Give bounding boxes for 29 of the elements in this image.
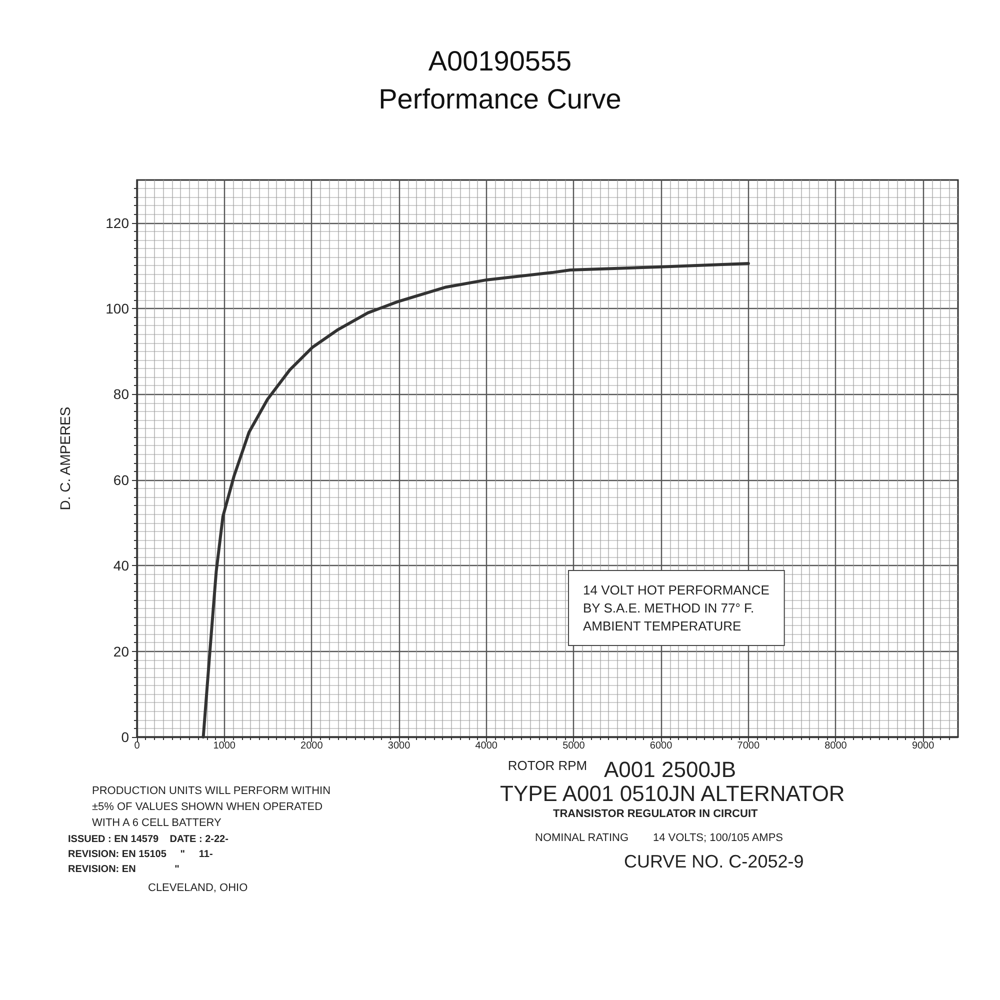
text: ISSUED : EN 14579 DATE : 2-22- REVISION: EN 15105 " 11- REVISION: EN " — [68, 834, 228, 875]
x-tick-label: 0 — [134, 740, 140, 752]
x-tick-label: 7000 — [737, 740, 760, 752]
chart-subtitle: Performance Curve — [378, 84, 622, 114]
text: PRODUCTION UNITS WILL PERFORM WITHIN ±5% OF VALUES SHOWN WHEN OPERATED WITH A 6 CELL BATTERY — [92, 785, 331, 829]
x-tick-label: 4000 — [475, 740, 498, 752]
y-tick-label: 20 — [113, 643, 130, 660]
chart-title: A00190555 — [428, 46, 572, 76]
text: A001 2500JB — [604, 757, 736, 782]
y-tick-label: 80 — [113, 386, 130, 402]
x-tick-label: 3000 — [388, 740, 411, 752]
y-axis-title: D. C. AMPERES — [57, 406, 73, 510]
x-tick-label: 1000 — [213, 740, 236, 752]
x-axis-title: ROTOR RPM — [508, 758, 588, 773]
x-tick-label: 5000 — [562, 740, 586, 752]
text: NOMINAL RATING 14 VOLTS; 100/105 AMPS — [535, 832, 783, 844]
x-tick-label: 8000 — [824, 740, 848, 752]
x-tick-label: 2000 — [300, 740, 324, 752]
x-tick-label: 6000 — [650, 740, 673, 752]
text: TYPE A001 0510JN ALTERNATOR — [500, 781, 845, 806]
y-tick-label: 100 — [106, 300, 130, 317]
y-tick-label: 40 — [113, 558, 130, 574]
text: TRANSISTOR REGULATOR IN CIRCUIT — [553, 808, 758, 820]
text: CURVE NO. C-2052-9 — [624, 852, 804, 872]
y-tick-label: 120 — [106, 214, 130, 231]
y-tick-label: 60 — [113, 472, 130, 488]
text: CLEVELAND, OHIO — [148, 882, 248, 894]
x-tick-label: 9000 — [912, 740, 935, 752]
annotation: 14 VOLT HOT PERFORMANCE BY S.A.E. METHOD IN 77° F. AMBIENT TEMPERATURE — [583, 582, 770, 634]
